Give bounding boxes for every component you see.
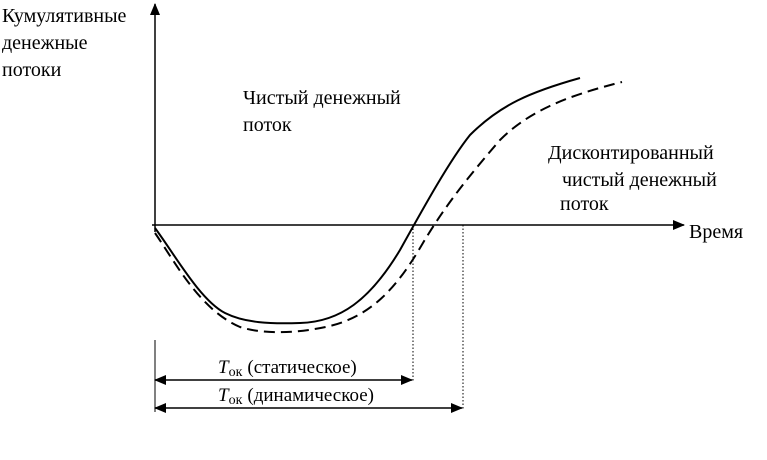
static-payback-symbol: T [218,357,230,378]
dynamic-payback-subscript: ок [229,393,243,408]
dynamic-payback-label: Tок (динамическое) [218,385,374,408]
y-axis-label-line-2: денежные [2,32,88,54]
net-flow-label-line-2: поток [243,114,292,136]
y-axis-label-line-3: потоки [2,59,62,81]
y-axis-label-line-1: Кумулятивные [2,5,127,27]
net-flow-curve [154,77,581,325]
y-axis-label: Кумулятивные денежные потоки [2,5,131,81]
net-flow-label-line-1: Чистый денежный [243,87,401,109]
discounted-flow-label-line-3: поток [560,193,609,215]
static-payback-note: (статическое) [247,357,356,378]
static-payback-label: Tок (статическое) [218,357,357,380]
static-payback-subscript: ок [229,365,243,380]
net-flow-label: Чистый денежный поток [243,87,406,136]
discounted-flow-label-line-1: Дисконтированный [548,142,714,164]
dynamic-payback-note: (динамическое) [247,385,374,406]
discounted-flow-curve [154,81,623,334]
discounted-flow-label: Дисконтированный чистый денежный поток [548,142,722,215]
discounted-flow-label-line-2: чистый денежный [562,169,717,191]
x-axis-label: Время [689,221,743,243]
dynamic-payback-symbol: T [218,385,230,406]
